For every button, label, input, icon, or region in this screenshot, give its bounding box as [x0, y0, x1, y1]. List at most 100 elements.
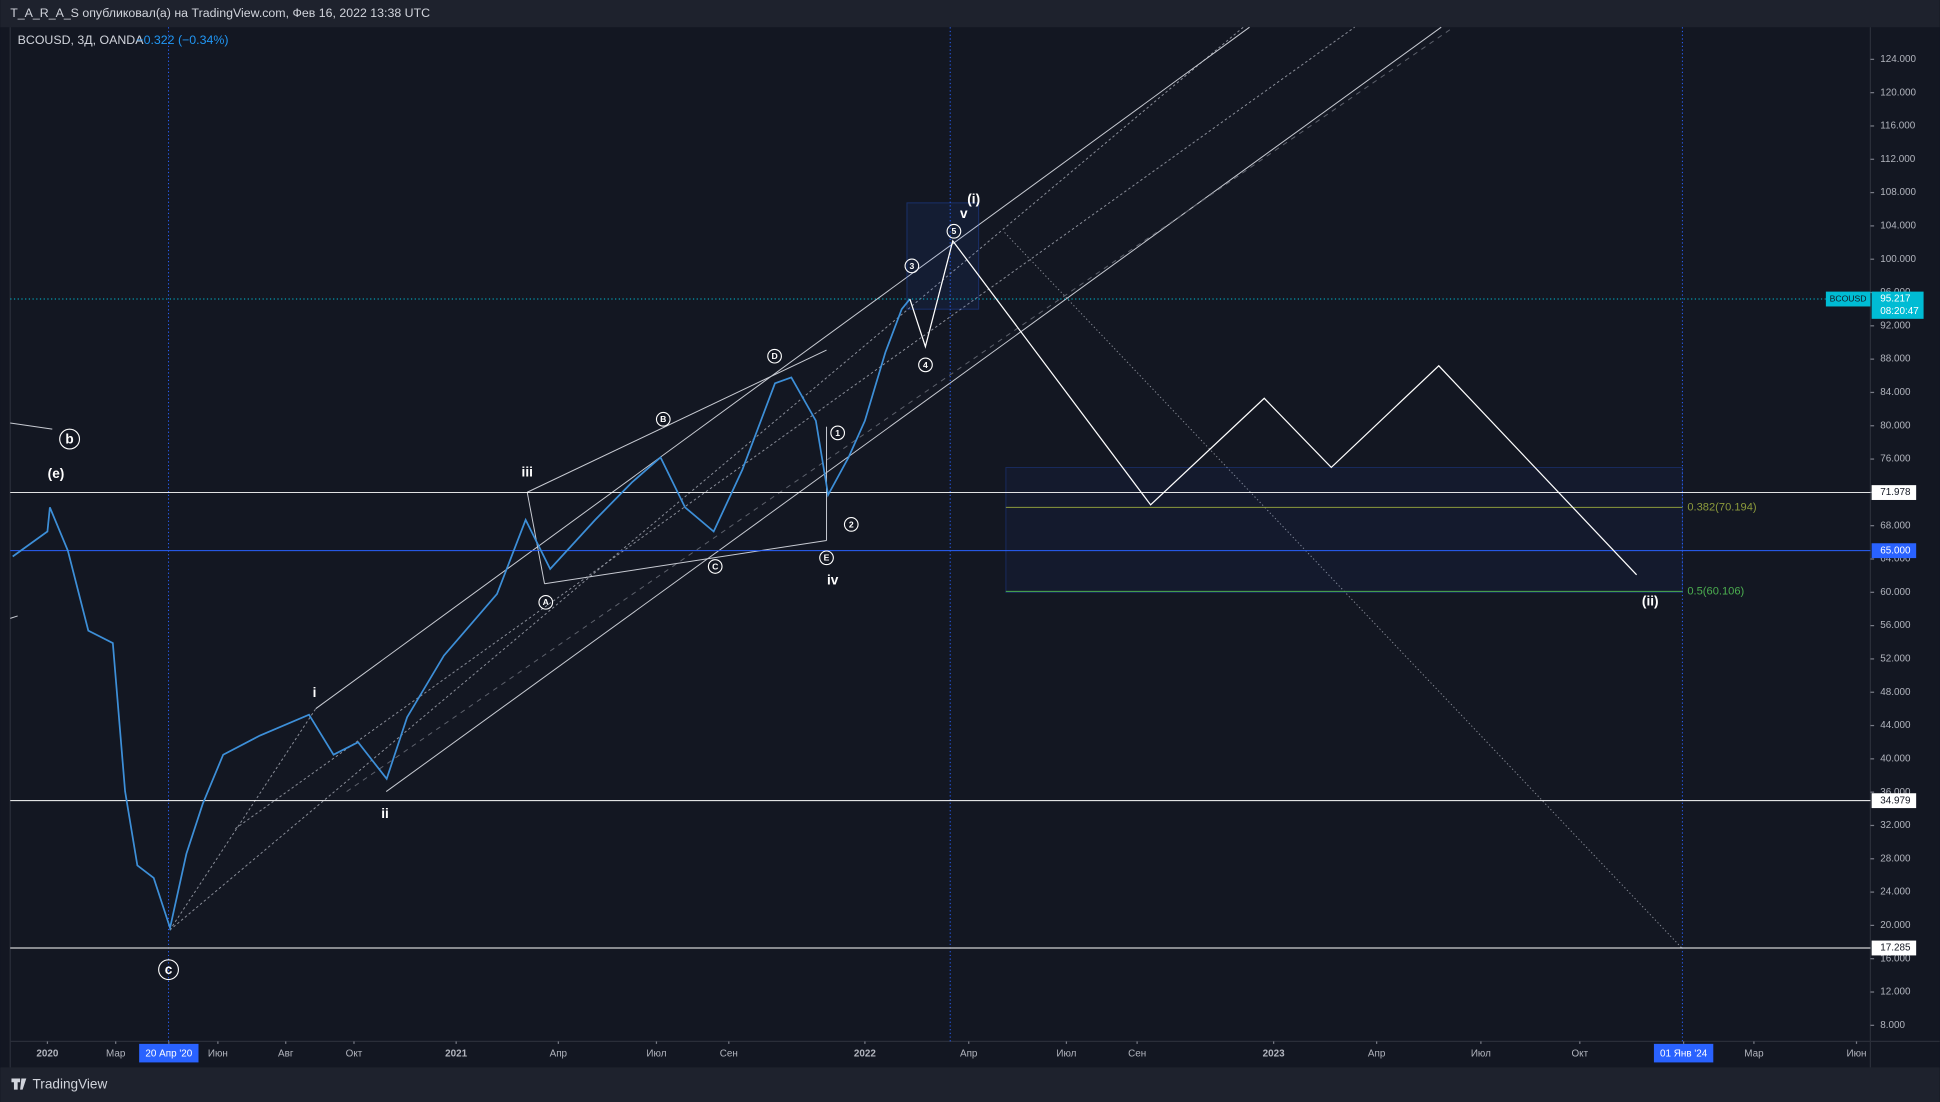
y-tick-label: 32.000: [1880, 820, 1911, 831]
triangle-left: [526, 492, 546, 584]
y-tick-label: 12.000: [1880, 987, 1911, 998]
fib-box: [1005, 467, 1683, 593]
y-tick-label: 80.000: [1880, 420, 1911, 431]
x-tick-label: Авг: [278, 1048, 294, 1059]
change: −0.322 (−0.34%): [136, 33, 228, 47]
y-tick-label: 16.000: [1880, 953, 1911, 964]
x-tick-highlight: [139, 1043, 199, 1063]
x-tick-label: Апр: [960, 1048, 978, 1059]
level-label: 71.978: [1880, 487, 1911, 498]
projection-line: [909, 239, 1638, 576]
wave-circle: [538, 594, 554, 610]
diagonal-dotted: [1004, 232, 1683, 949]
x-tick-label: Окт: [346, 1048, 363, 1059]
wave-label: (ii): [1642, 593, 1659, 608]
level-label-bg: [1871, 940, 1917, 956]
wave-label: (e): [48, 466, 65, 481]
x-tick-label: 2023: [1263, 1048, 1285, 1059]
wave-label: iv: [827, 572, 839, 587]
wave-circle: [59, 428, 81, 450]
x-tick-label: Июл: [1471, 1048, 1491, 1059]
wave-label: c: [165, 962, 173, 977]
y-tick-label: 60.000: [1880, 587, 1911, 598]
wave-label: iii: [522, 465, 533, 480]
header-bar: [0, 0, 1940, 28]
x-tick-label: Мар: [1744, 1048, 1764, 1059]
x-tick-label: 2021: [445, 1048, 467, 1059]
wave-label: A: [543, 597, 550, 607]
current-price: 95.217: [1880, 294, 1910, 305]
author-line: T_A_R_A_S опубликовал(а) на TradingView.…: [10, 6, 430, 20]
x-tick-label: Апр: [1368, 1048, 1386, 1059]
wave-circle: [946, 223, 962, 239]
y-tick-label: 52.000: [1880, 654, 1911, 665]
wave-label: 2: [849, 519, 854, 529]
wave-circle: [158, 959, 179, 981]
current-price-bg: [1871, 291, 1924, 319]
target-box: [906, 202, 980, 310]
level-label-bg: [1871, 485, 1917, 500]
channel-lower: [385, 26, 1442, 792]
triangle-top: [527, 349, 827, 493]
level-label: 17.285: [1880, 943, 1911, 954]
fib-label: 0.382(70.194): [1687, 501, 1757, 513]
x-tick-label: Сен: [1128, 1048, 1146, 1059]
y-tick-label: 124.000: [1880, 54, 1916, 65]
wave-b-line: [10, 422, 53, 430]
wave-circle: [655, 411, 671, 427]
wave-circle: [767, 348, 782, 364]
level-label-bg: [1871, 543, 1917, 559]
wave-label: 1: [835, 428, 840, 438]
wave-label: B: [660, 414, 666, 424]
symbol: BCOUSD, 3Д, OANDA: [18, 33, 145, 47]
footer-bar: [0, 1067, 1940, 1102]
x-tick-label: Окт: [1571, 1048, 1588, 1059]
footer-brand: TradingView: [32, 1076, 107, 1091]
logo: [11, 1078, 27, 1090]
channel-upper: [315, 26, 1250, 710]
y-tick-label: 28.000: [1880, 853, 1911, 864]
wave-circle: [918, 357, 933, 373]
series-tag: BCOUSD: [1830, 293, 1867, 303]
y-tick-label: 8.000: [1880, 1020, 1905, 1031]
price-line: [12, 298, 911, 932]
wave-circle: [707, 559, 723, 574]
y-tick-label: 44.000: [1880, 720, 1911, 731]
level-label-bg: [1871, 793, 1917, 809]
wave-label: E: [824, 553, 830, 563]
y-tick-label: 88.000: [1880, 354, 1911, 365]
series-tag-bg: [1825, 291, 1871, 307]
y-tick-label: 108.000: [1880, 187, 1916, 198]
drawings: [10, 26, 1683, 1042]
x-tick-label: 20 Апр '20: [145, 1048, 192, 1059]
y-tick-label: 20.000: [1880, 920, 1911, 931]
trend-dotted: [169, 26, 1244, 931]
x-tick-label: Апр: [550, 1048, 568, 1059]
wave-label: (i): [967, 191, 980, 206]
wave-label: 4: [923, 360, 928, 370]
channel-dashed: [346, 26, 1454, 792]
wave-label: 5: [952, 226, 957, 236]
y-tick-label: 68.000: [1880, 520, 1911, 531]
wave-label: C: [712, 561, 718, 571]
y-tick-label: 100.000: [1880, 254, 1916, 265]
channel-mid: [235, 26, 1355, 830]
wave-circle: [843, 517, 859, 532]
countdown: 08:20:47: [1880, 306, 1918, 317]
y-tick-label: 84.000: [1880, 387, 1911, 398]
wave-label: b: [65, 431, 73, 446]
y-tick-label: 116.000: [1880, 121, 1915, 132]
level-label: 65.000: [1880, 545, 1911, 556]
x-tick-label: 2020: [36, 1048, 58, 1059]
level-label: 34.979: [1880, 795, 1911, 806]
y-tick-label: 76.000: [1880, 454, 1911, 465]
wave-label: D: [771, 351, 777, 361]
x-tick-label: Июн: [1847, 1048, 1867, 1059]
x-tick-label: Июл: [646, 1048, 666, 1059]
y-tick-label: 92.000: [1880, 320, 1911, 331]
wave-label: i: [313, 685, 317, 700]
y-tick-label: 24.000: [1880, 887, 1911, 898]
wave-stub: [10, 615, 18, 619]
y-tick-label: 56.000: [1880, 620, 1911, 631]
